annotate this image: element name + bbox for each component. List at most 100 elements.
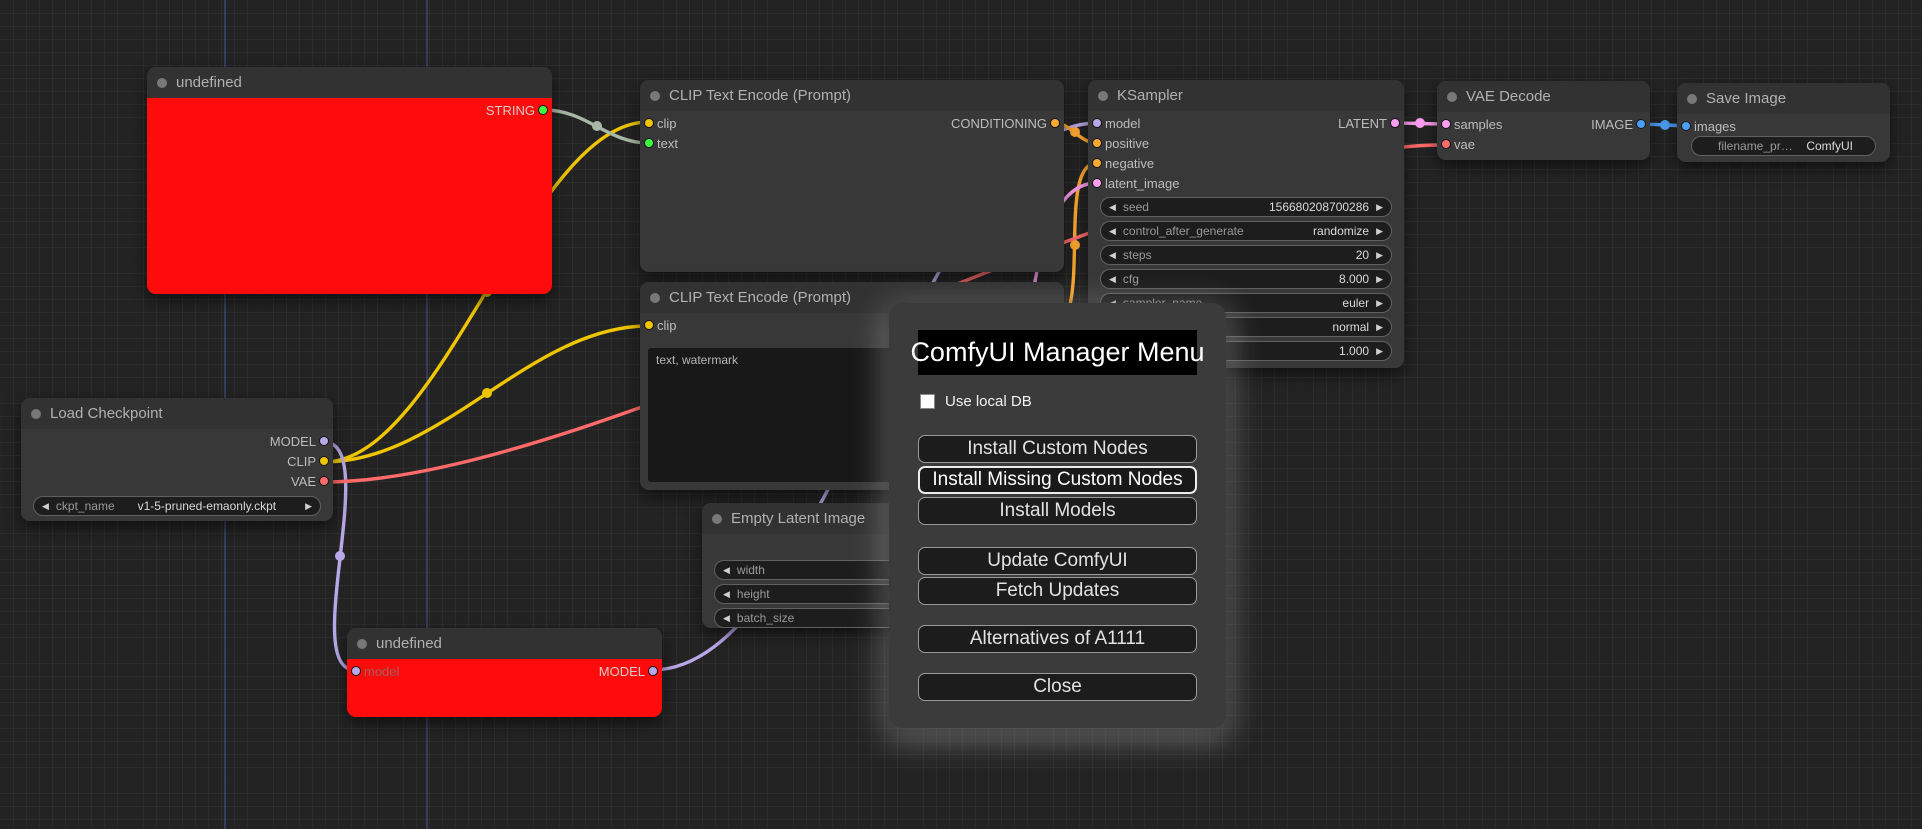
input-port-negative[interactable] <box>1092 158 1102 168</box>
input-port-images[interactable] <box>1681 121 1691 131</box>
decrement-arrow-icon[interactable]: ◀ <box>1109 225 1116 236</box>
node-header[interactable]: Save Image <box>1677 83 1890 114</box>
input-port-positive[interactable] <box>1092 138 1102 148</box>
collapse-dot-icon[interactable] <box>712 513 722 524</box>
input-port-model[interactable] <box>351 666 361 676</box>
widget-value[interactable]: 8.000 <box>1339 272 1370 286</box>
node-undefined-top[interactable]: undefined STRING <box>147 67 552 294</box>
decrement-arrow-icon[interactable]: ◀ <box>1109 249 1116 260</box>
wire-midpoint-dot[interactable] <box>1660 120 1670 130</box>
decrement-arrow-icon[interactable]: ◀ <box>723 588 730 599</box>
node-header[interactable]: undefined <box>347 628 662 659</box>
node-header[interactable]: Load Checkpoint <box>21 398 333 429</box>
collapse-dot-icon[interactable] <box>1447 91 1457 102</box>
node-ksampler[interactable]: KSampler model LATENT positive negative … <box>1088 80 1404 368</box>
widget-value[interactable]: 20 <box>1355 248 1370 262</box>
widget-value[interactable]: 156680208700286 <box>1268 200 1370 214</box>
slot-row[interactable]: negative <box>1088 153 1404 173</box>
output-slot-clip[interactable]: CLIP <box>21 451 333 471</box>
node-load-checkpoint[interactable]: Load Checkpoint MODEL CLIP VAE ◀ ckpt_na… <box>21 398 333 521</box>
increment-arrow-icon[interactable]: ▶ <box>1376 249 1383 260</box>
node-undefined-bottom[interactable]: undefined model MODEL <box>347 628 662 717</box>
widget-filename-prefix[interactable]: filename_prefix ComfyUI <box>1691 136 1876 156</box>
slot-row[interactable]: model LATENT <box>1088 113 1404 133</box>
input-port-latent-image[interactable] <box>1092 178 1102 188</box>
wire-midpoint-dot[interactable] <box>335 551 345 561</box>
widget-value[interactable]: euler <box>1342 296 1370 310</box>
widget-seed[interactable]: ◀ seed 156680208700286 ▶ <box>1100 197 1392 217</box>
widget-cfg[interactable]: ◀ cfg 8.000 ▶ <box>1100 269 1392 289</box>
node-save-image[interactable]: Save Image images filename_prefix ComfyU… <box>1677 83 1890 162</box>
slot-row[interactable]: samples IMAGE <box>1437 114 1650 134</box>
input-port-vae[interactable] <box>1441 139 1451 149</box>
slot-row[interactable]: model MODEL <box>347 661 662 681</box>
widget-ckpt-name[interactable]: ◀ ckpt_name v1-5-pruned-emaonly.ckpt ▶ <box>33 496 321 516</box>
output-port-conditioning[interactable] <box>1050 118 1060 128</box>
next-arrow-icon[interactable]: ▶ <box>305 500 312 511</box>
node-vae-decode[interactable]: VAE Decode samples IMAGE vae <box>1437 81 1650 160</box>
node-header[interactable]: CLIP Text Encode (Prompt) <box>640 80 1064 111</box>
decrement-arrow-icon[interactable]: ◀ <box>723 564 730 575</box>
node-header[interactable]: KSampler <box>1088 80 1404 111</box>
collapse-dot-icon[interactable] <box>1098 90 1108 101</box>
widget-value[interactable]: 1.000 <box>1339 344 1370 358</box>
fetch-updates-button[interactable]: Fetch Updates <box>918 577 1197 605</box>
widget-value[interactable]: normal <box>1332 320 1370 334</box>
decrement-arrow-icon[interactable]: ◀ <box>1109 201 1116 212</box>
alternatives-of-a1111-button[interactable]: Alternatives of A1111 <box>918 625 1197 653</box>
collapse-dot-icon[interactable] <box>1687 93 1697 104</box>
install-models-button[interactable]: Install Models <box>918 497 1197 525</box>
slot-row[interactable]: vae <box>1437 134 1650 154</box>
widget-value[interactable]: randomize <box>1313 224 1370 238</box>
update-comfyui-button[interactable]: Update ComfyUI <box>918 547 1197 575</box>
output-port-model[interactable] <box>648 666 658 676</box>
input-port-text[interactable] <box>644 138 654 148</box>
slot-row[interactable]: positive <box>1088 133 1404 153</box>
decrement-arrow-icon[interactable]: ◀ <box>1109 298 1116 308</box>
node-header[interactable]: undefined <box>147 67 552 98</box>
increment-arrow-icon[interactable]: ▶ <box>1376 321 1383 332</box>
collapse-dot-icon[interactable] <box>357 638 367 649</box>
prev-arrow-icon[interactable]: ◀ <box>42 500 49 511</box>
output-port-model[interactable] <box>319 436 329 446</box>
output-port-image[interactable] <box>1636 119 1646 129</box>
widget-value[interactable]: ComfyUI <box>1806 139 1853 153</box>
output-slot-vae[interactable]: VAE <box>21 471 333 491</box>
output-slot-string[interactable]: STRING <box>147 100 552 120</box>
output-port-string[interactable] <box>538 105 548 115</box>
input-port-samples[interactable] <box>1441 119 1451 129</box>
wire-midpoint-dot[interactable] <box>1070 240 1080 250</box>
slot-row[interactable]: images <box>1677 116 1890 136</box>
decrement-arrow-icon[interactable]: ◀ <box>723 612 730 623</box>
increment-arrow-icon[interactable]: ▶ <box>1376 225 1383 236</box>
input-port-clip[interactable] <box>644 320 654 330</box>
wire-midpoint-dot[interactable] <box>1070 127 1080 137</box>
widget-value[interactable]: v1-5-pruned-emaonly.ckpt <box>137 499 277 513</box>
wire-midpoint-dot[interactable] <box>1415 118 1425 128</box>
collapse-dot-icon[interactable] <box>31 408 41 419</box>
slot-row[interactable]: text <box>640 133 1064 153</box>
close-button[interactable]: Close <box>918 673 1197 701</box>
widget-steps[interactable]: ◀ steps 20 ▶ <box>1100 245 1392 265</box>
output-slot-model[interactable]: MODEL <box>21 431 333 451</box>
node-header[interactable]: VAE Decode <box>1437 81 1650 112</box>
use-local-db-checkbox[interactable] <box>920 393 935 409</box>
wire-midpoint-dot[interactable] <box>482 388 492 398</box>
input-port-clip[interactable] <box>644 118 654 128</box>
output-port-vae[interactable] <box>319 476 329 486</box>
install-custom-nodes-button[interactable]: Install Custom Nodes <box>918 435 1197 463</box>
decrement-arrow-icon[interactable]: ◀ <box>1109 273 1116 284</box>
collapse-dot-icon[interactable] <box>650 292 660 303</box>
slot-row[interactable]: clip CONDITIONING <box>640 113 1064 133</box>
output-port-clip[interactable] <box>319 456 329 466</box>
increment-arrow-icon[interactable]: ▶ <box>1376 273 1383 284</box>
input-port-model[interactable] <box>1092 118 1102 128</box>
increment-arrow-icon[interactable]: ▶ <box>1376 297 1383 308</box>
widget-control-after-generate[interactable]: ◀ control_after_generate randomize ▶ <box>1100 221 1392 241</box>
install-missing-custom-nodes-button[interactable]: Install Missing Custom Nodes <box>918 466 1197 494</box>
use-local-db-row[interactable]: Use local DB <box>920 391 1032 411</box>
wire-midpoint-dot[interactable] <box>592 121 602 131</box>
increment-arrow-icon[interactable]: ▶ <box>1376 201 1383 212</box>
increment-arrow-icon[interactable]: ▶ <box>1376 345 1383 356</box>
